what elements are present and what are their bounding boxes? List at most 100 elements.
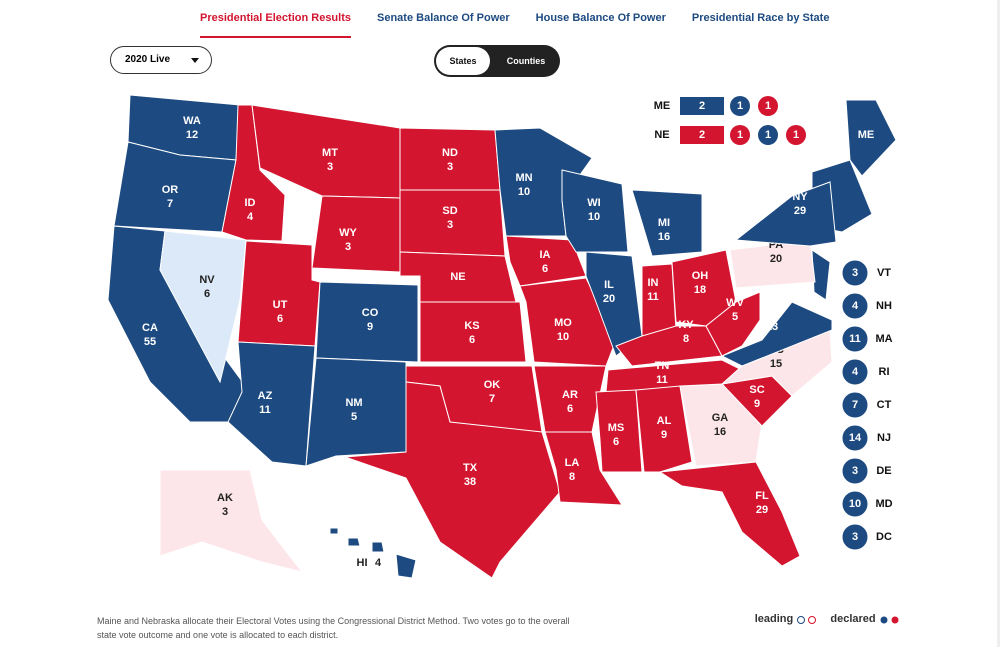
state-shape: [544, 431, 623, 506]
state-votes: 16: [714, 426, 726, 438]
state-label: WI: [587, 197, 600, 209]
small-state-circle: [841, 490, 869, 518]
tab[interactable]: Senate Balance Of Power: [377, 12, 510, 24]
small-state-circle: [841, 325, 869, 353]
footnote: Maine and Nebraska allocate their Electo…: [97, 616, 570, 640]
state-votes: 6: [567, 403, 573, 415]
toggle-option[interactable]: States: [436, 47, 490, 75]
state-shape: [159, 230, 247, 384]
tab[interactable]: House Balance Of Power: [535, 12, 666, 24]
state-votes: 11: [656, 374, 668, 386]
state-votes: 5: [732, 311, 738, 323]
state-votes: 6: [469, 334, 475, 346]
state-shape: [845, 99, 897, 177]
state-votes: 3: [327, 161, 333, 173]
state-label: IN: [648, 277, 659, 289]
state-shape: [329, 527, 339, 535]
district-votes: 2: [699, 100, 705, 112]
district-circle: [730, 96, 750, 116]
state-label: IL: [604, 279, 614, 291]
state-label: IA: [540, 249, 551, 261]
small-state-votes: 14: [849, 432, 862, 444]
state-label: TN: [655, 360, 670, 372]
state-label: NM: [345, 397, 362, 409]
state-shape: [720, 301, 833, 367]
state-label: SC: [749, 384, 764, 396]
state-shape: [419, 301, 527, 363]
state-votes: 9: [661, 429, 667, 441]
small-state-label: MA: [875, 333, 892, 345]
district-votes: 1: [765, 129, 771, 141]
split-state-label: ME: [654, 100, 671, 112]
state-votes: 3: [345, 241, 351, 253]
district-box: [680, 97, 724, 115]
state-label: MI: [658, 217, 670, 229]
state-label: CO: [362, 307, 379, 319]
state-label: ND: [442, 147, 458, 159]
legend-swatch: [797, 616, 805, 624]
state-label: TX: [463, 462, 478, 474]
state-shape: [159, 469, 304, 573]
state-votes: 9: [367, 321, 373, 333]
small-state-label: NH: [876, 300, 892, 312]
state-votes: 4: [375, 557, 382, 569]
state-votes: 7: [167, 198, 173, 210]
small-state-votes: 3: [852, 531, 858, 543]
state-shape: [315, 281, 419, 363]
year-dropdown[interactable]: 2020 Live: [110, 46, 212, 74]
state-label: MS: [608, 422, 625, 434]
toggle-option[interactable]: Counties: [506, 56, 546, 66]
state-shape: [305, 357, 407, 467]
district-circle: [758, 125, 778, 145]
district-circle: [730, 125, 750, 145]
tab[interactable]: Presidential Election Results: [200, 12, 351, 38]
small-state-votes: 7: [852, 399, 858, 411]
state-label: ME: [858, 129, 875, 141]
small-state-circle: [841, 259, 869, 287]
state-shape: [595, 389, 643, 473]
state-label: MN: [515, 172, 532, 184]
state-votes: 13: [766, 321, 778, 333]
district-votes: 1: [737, 129, 743, 141]
state-shape: [371, 541, 385, 553]
state-votes: 6: [613, 436, 619, 448]
small-state-circle: [841, 292, 869, 320]
state-shape: [399, 127, 501, 191]
small-state-votes: 11: [849, 333, 861, 345]
state-votes: 18: [694, 284, 706, 296]
state-label: NE: [450, 271, 465, 283]
small-state-votes: 10: [849, 498, 861, 510]
state-label: GA: [712, 412, 729, 424]
district-votes: 1: [765, 100, 771, 112]
small-state-circle: [841, 358, 869, 386]
state-votes: 10: [557, 331, 569, 343]
tab[interactable]: Presidential Race by State: [691, 12, 830, 24]
small-state-label: MD: [875, 498, 892, 510]
state-shape: [705, 291, 761, 357]
state-label: OK: [484, 379, 501, 391]
state-shape: [635, 385, 693, 473]
small-state-votes: 4: [852, 300, 859, 312]
state-label: FL: [755, 490, 769, 502]
state-label: AL: [657, 415, 672, 427]
tabs: Presidential Election Results Senate Bal…: [200, 12, 829, 38]
legend-label: declared: [830, 613, 875, 625]
legend-swatch: [808, 616, 816, 624]
state-label: UT: [273, 299, 288, 311]
state-votes: 3: [222, 506, 228, 518]
state-shape: [344, 381, 561, 579]
small-state-label: VT: [877, 267, 891, 279]
state-votes: 7: [489, 393, 495, 405]
state-votes: 4: [247, 211, 254, 223]
legend-swatch: [891, 616, 899, 624]
district-circle: [758, 96, 778, 116]
small-state-label: RI: [879, 366, 890, 378]
region-shape: [811, 249, 831, 301]
state-votes: 9: [754, 398, 760, 410]
state-label: SD: [442, 205, 457, 217]
district-votes: 2: [699, 129, 705, 141]
state-shape: [237, 240, 321, 347]
state-votes: 10: [588, 211, 600, 223]
